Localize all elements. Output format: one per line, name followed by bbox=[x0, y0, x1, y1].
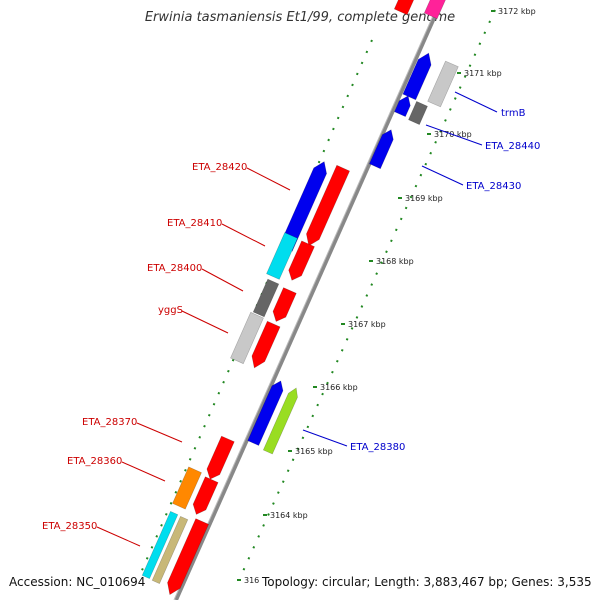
pseudogene-yggS[interactable] bbox=[230, 311, 264, 365]
reverse-gene-label[interactable]: trmB bbox=[501, 108, 526, 119]
cds-ETA_28410-fwd[interactable] bbox=[288, 240, 315, 281]
kbp-tick-label: 3172 kbp bbox=[498, 7, 536, 16]
outer-tick-track bbox=[239, 9, 496, 579]
cds-ETA_28370[interactable] bbox=[206, 435, 235, 480]
cds-ETA_28360-fwd[interactable] bbox=[192, 476, 219, 515]
forward-gene-label[interactable]: yggS bbox=[158, 305, 183, 316]
rrna-ETA_28350[interactable] bbox=[141, 511, 179, 579]
genome-summary-text: Topology: circular; Length: 3,883,467 bp… bbox=[262, 575, 592, 589]
genome-backbone bbox=[174, 0, 444, 600]
forward-label-leader bbox=[221, 223, 266, 247]
forward-label-leader bbox=[181, 310, 229, 334]
cds-ETA_28350-fwd[interactable] bbox=[167, 518, 209, 596]
cds-ETA_28400-fwd[interactable] bbox=[272, 287, 297, 322]
cds-ETA_28430[interactable] bbox=[369, 129, 394, 170]
feature-dark-grey[interactable] bbox=[408, 101, 428, 125]
features-layer bbox=[141, 0, 459, 596]
forward-label-leader bbox=[246, 167, 291, 191]
trna-ETA_28380[interactable] bbox=[262, 387, 298, 455]
pseudogene-near-trmB[interactable] bbox=[427, 60, 459, 108]
genome-backbone-highlight bbox=[173, 0, 441, 600]
kbp-tick-label: 3169 kbp bbox=[405, 194, 443, 203]
forward-label-leader bbox=[136, 422, 183, 443]
forward-gene-label[interactable]: ETA_28420 bbox=[192, 162, 247, 173]
kbp-tick-label: 3165 kbp bbox=[295, 447, 333, 456]
cds-trmB[interactable] bbox=[402, 52, 432, 101]
kbp-tick-label: 316 bbox=[244, 576, 259, 585]
forward-gene-label[interactable]: ETA_28370 bbox=[82, 417, 137, 428]
reverse-gene-label[interactable]: ETA_28440 bbox=[485, 141, 540, 152]
cds-top-pink[interactable] bbox=[423, 0, 447, 20]
forward-gene-label[interactable]: ETA_28400 bbox=[147, 263, 202, 274]
reverse-label-leader bbox=[302, 429, 348, 447]
cds-small-reverse[interactable] bbox=[394, 95, 411, 117]
forward-gene-label[interactable]: ETA_28350 bbox=[42, 521, 97, 532]
cds-ETA_28380-rev[interactable] bbox=[247, 380, 284, 446]
accession-text: Accession: NC_010694 bbox=[9, 575, 146, 589]
map-title: Erwinia tasmaniensis Et1/99, complete ge… bbox=[144, 10, 456, 25]
reverse-gene-label[interactable]: ETA_28430 bbox=[466, 181, 521, 192]
forward-gene-label[interactable]: ETA_28360 bbox=[67, 456, 122, 467]
gene-labels-layer: ETA_28420 ETA_28410 ETA_28400 yggS ETA_28370… bbox=[42, 91, 540, 547]
kbp-tick-label: 3168 kbp bbox=[376, 257, 414, 266]
kbp-tick-label: 3167 kbp bbox=[348, 320, 386, 329]
reverse-label-leader bbox=[421, 165, 464, 186]
rrna-ETA_28410[interactable] bbox=[266, 232, 298, 280]
cds-ETA_28420-fwd[interactable] bbox=[306, 164, 350, 247]
kbp-tick-label: 3166 kbp bbox=[320, 383, 358, 392]
feature-ETA_28400[interactable] bbox=[252, 278, 280, 318]
inner-tick-track bbox=[139, 39, 373, 576]
reverse-gene-label[interactable]: ETA_28380 bbox=[350, 442, 405, 453]
reverse-label-leader bbox=[454, 91, 498, 113]
kbp-tick-label: 3164 kbp bbox=[270, 511, 308, 520]
feature-tan[interactable] bbox=[151, 516, 189, 584]
cds-top-forward[interactable] bbox=[393, 0, 417, 16]
forward-label-leader bbox=[201, 268, 244, 292]
kbp-tick-label: 3171 kbp bbox=[464, 69, 502, 78]
cds-yggS-fwd[interactable] bbox=[251, 320, 281, 369]
misc-ETA_28360[interactable] bbox=[172, 466, 202, 510]
reverse-label-leader bbox=[425, 124, 483, 146]
forward-label-leader bbox=[96, 526, 141, 547]
forward-label-leader bbox=[121, 461, 166, 482]
forward-gene-label[interactable]: ETA_28410 bbox=[167, 218, 222, 229]
